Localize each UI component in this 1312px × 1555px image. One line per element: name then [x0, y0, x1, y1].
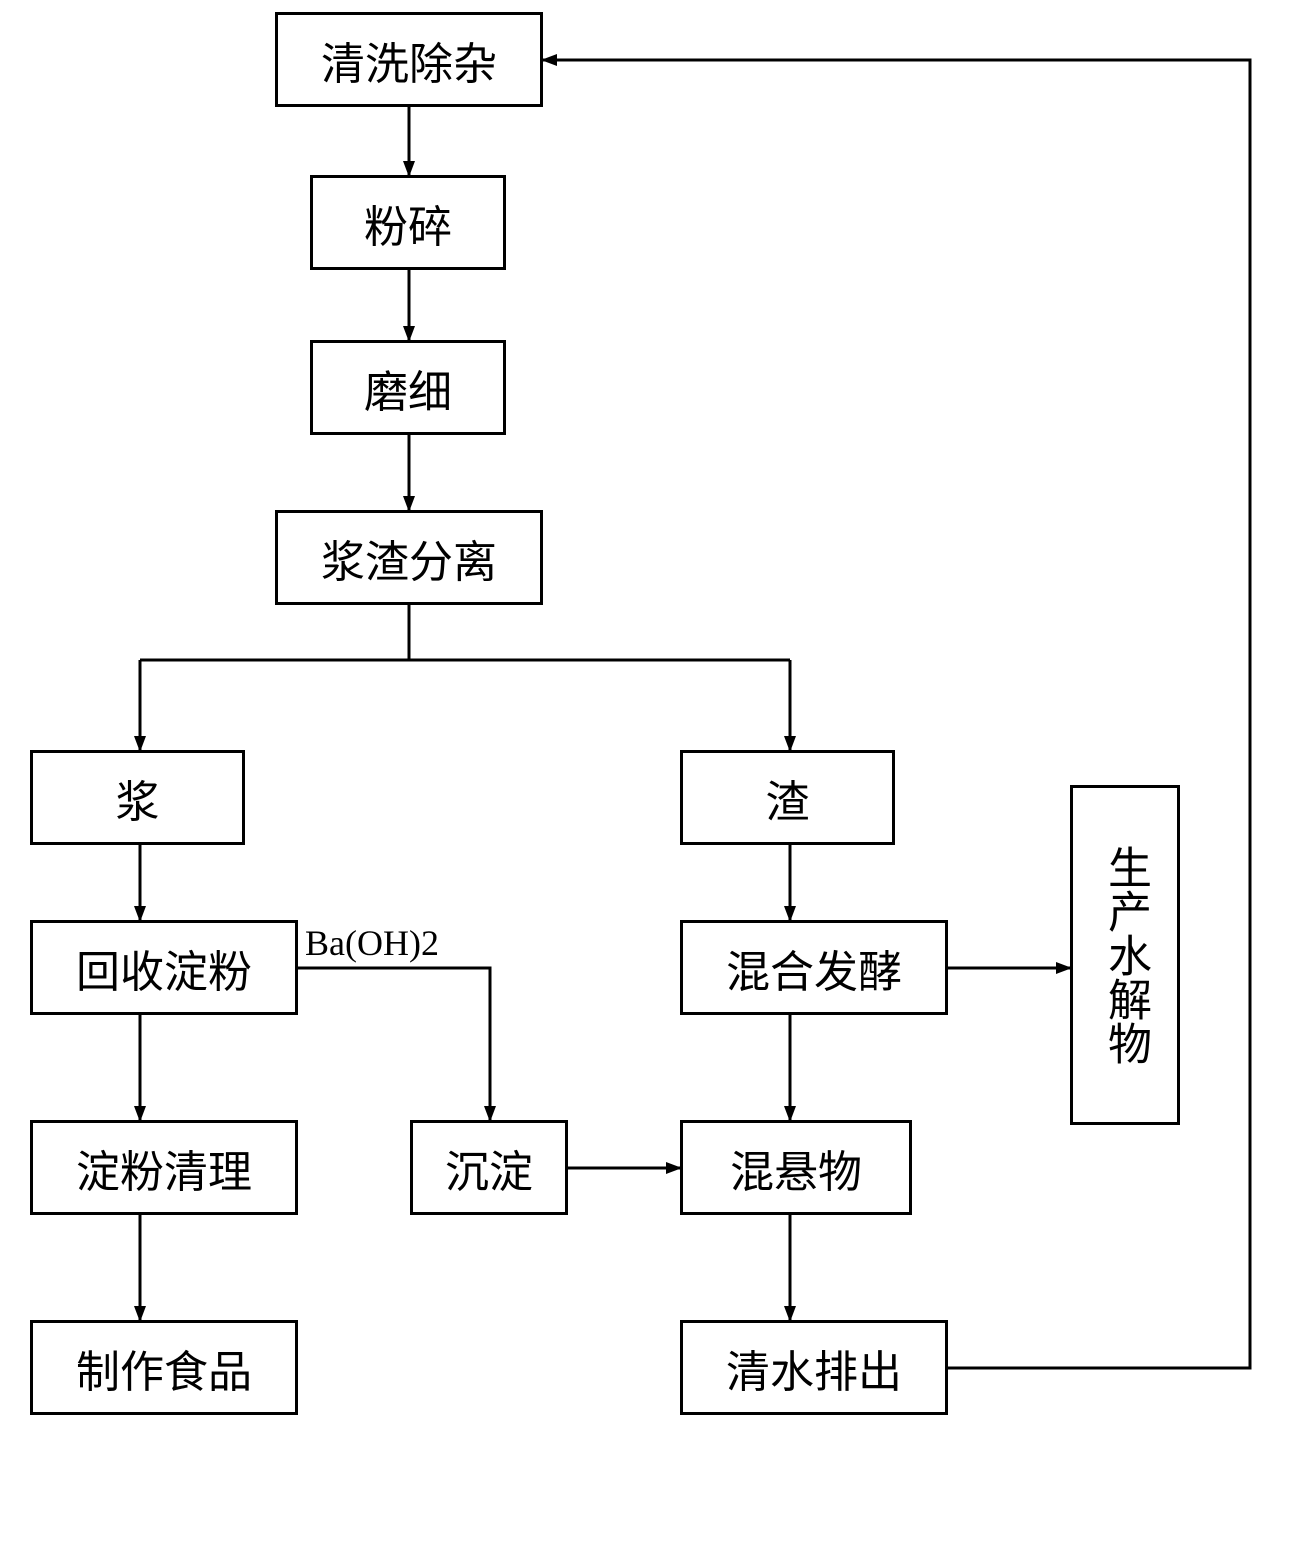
node-n5: 浆 [30, 750, 245, 845]
node-n12: 制作食品 [30, 1320, 298, 1415]
node-n11: 混悬物 [680, 1120, 912, 1215]
node-n7: 回收淀粉 [30, 920, 298, 1015]
node-n8: 混合发酵 [680, 920, 948, 1015]
edge-label: Ba(OH)2 [305, 922, 439, 964]
node-n13: 清水排出 [680, 1320, 948, 1415]
node-n9: 淀粉清理 [30, 1120, 298, 1215]
node-n10: 沉淀 [410, 1120, 568, 1215]
node-n1: 清洗除杂 [275, 12, 543, 107]
node-n14: 生产水解物 [1070, 785, 1180, 1125]
flowchart-canvas: 清洗除杂粉碎磨细浆渣分离浆 渣回收淀粉 混合发酵淀粉清理 沉淀 混悬物制作食品 清水排出 生… [0, 0, 1312, 1555]
node-n2: 粉碎 [310, 175, 506, 270]
node-n4: 浆渣分离 [275, 510, 543, 605]
node-n3: 磨细 [310, 340, 506, 435]
edge-n7r-n10elbow [298, 968, 490, 1120]
node-n6: 渣 [680, 750, 895, 845]
